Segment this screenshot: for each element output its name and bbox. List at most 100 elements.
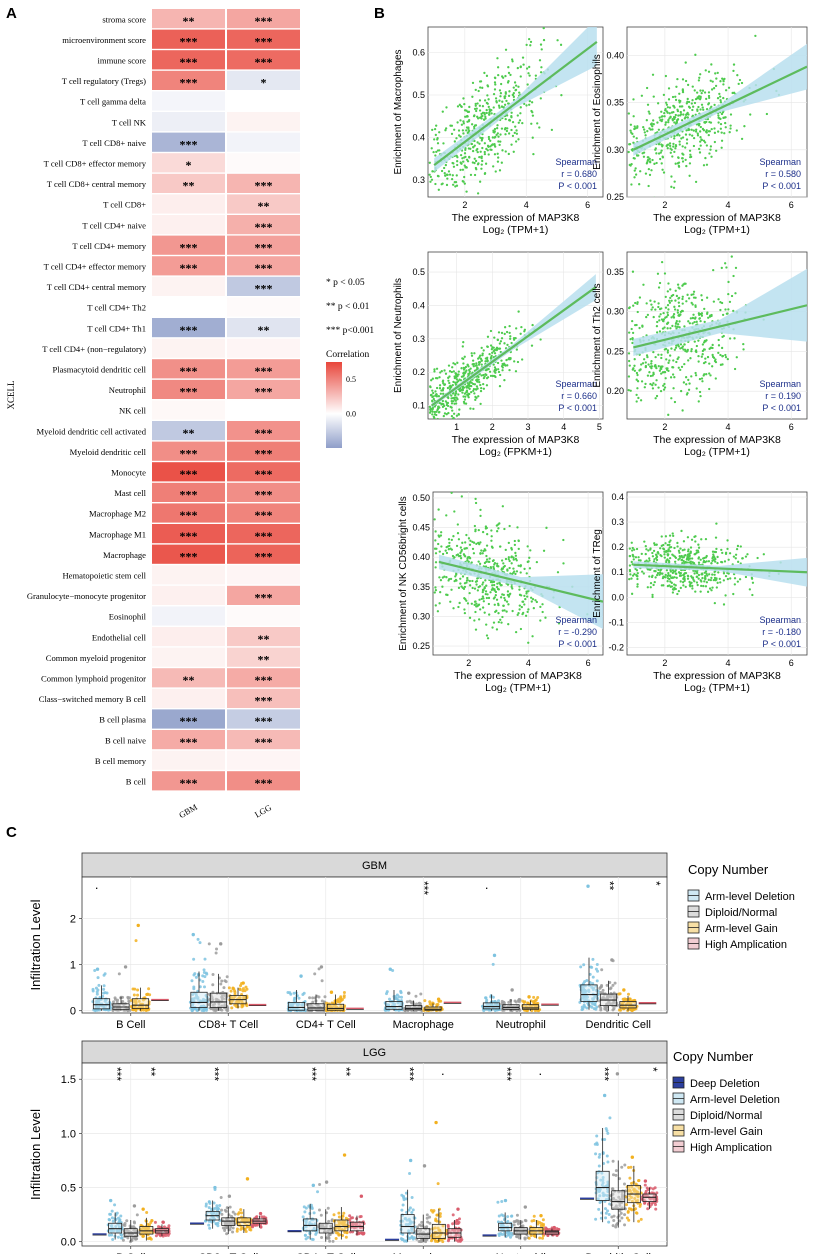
scatter-point bbox=[715, 77, 718, 80]
scatter-point bbox=[516, 613, 519, 617]
scatter-point bbox=[529, 596, 533, 599]
scatter-point bbox=[697, 577, 700, 580]
scatter-point bbox=[690, 538, 694, 541]
scatter-point bbox=[692, 290, 696, 293]
scatter-point bbox=[705, 296, 709, 299]
scatter-point bbox=[521, 56, 525, 59]
scatter-point bbox=[539, 619, 542, 622]
scatter-point bbox=[676, 323, 680, 326]
scatter-point bbox=[498, 347, 502, 350]
scatter-point bbox=[494, 76, 497, 80]
scatter-point bbox=[483, 561, 487, 565]
scatter-point bbox=[722, 603, 726, 606]
data-point bbox=[191, 1007, 195, 1011]
scatter-point bbox=[504, 117, 507, 121]
scatter-point bbox=[650, 303, 653, 306]
scatter-point bbox=[718, 92, 721, 95]
data-point bbox=[317, 967, 321, 971]
heatmap-significance-mark: *** bbox=[255, 34, 273, 48]
scatter-point bbox=[514, 551, 517, 555]
scatter-point bbox=[665, 110, 668, 113]
scatter-point bbox=[481, 114, 484, 118]
scatter-point bbox=[725, 312, 728, 315]
data-point bbox=[423, 999, 427, 1003]
scatter-point bbox=[431, 407, 434, 411]
scatter-point bbox=[648, 559, 651, 562]
scatter-point bbox=[708, 387, 711, 391]
scatter-point bbox=[474, 497, 477, 501]
data-point bbox=[116, 1235, 120, 1239]
scatter-point bbox=[698, 317, 701, 320]
scatter-point bbox=[514, 572, 517, 576]
scatter-point bbox=[441, 110, 444, 113]
data-point bbox=[583, 1005, 587, 1009]
scatter-point bbox=[676, 162, 680, 165]
scatter-point bbox=[468, 543, 472, 546]
outlier-point bbox=[436, 997, 441, 1001]
data-point bbox=[408, 999, 412, 1003]
scatter-point bbox=[504, 74, 507, 78]
scatter-point bbox=[517, 85, 520, 88]
scatter-point bbox=[484, 592, 487, 596]
scatter-point bbox=[518, 604, 521, 607]
data-point bbox=[229, 989, 233, 993]
scatter-point bbox=[691, 316, 695, 320]
scatter-point bbox=[727, 86, 731, 89]
data-point bbox=[599, 985, 603, 989]
scatter-point bbox=[445, 551, 449, 555]
scatter-point bbox=[684, 376, 688, 379]
scatter-point bbox=[713, 359, 717, 363]
scatter-point bbox=[677, 156, 680, 159]
scatter-point bbox=[457, 393, 460, 396]
scatter-point bbox=[682, 584, 685, 587]
data-point bbox=[591, 975, 595, 979]
scatter-point bbox=[663, 382, 666, 386]
scatter-point bbox=[629, 389, 632, 392]
scatter-point bbox=[526, 83, 529, 86]
scatter-point bbox=[491, 136, 494, 139]
scatter-point bbox=[651, 595, 654, 599]
scatter-point bbox=[476, 366, 479, 370]
data-point bbox=[487, 1008, 491, 1012]
scatter-point bbox=[461, 541, 464, 544]
scatter-point bbox=[673, 376, 676, 379]
scatter-point bbox=[441, 399, 445, 403]
scatter-point bbox=[751, 593, 754, 597]
box-iqr bbox=[287, 1001, 306, 1011]
data-point bbox=[595, 979, 599, 983]
scatter-point bbox=[644, 552, 647, 556]
scatter-point bbox=[646, 313, 650, 317]
scatter-point bbox=[674, 98, 678, 102]
significance-annotation: . bbox=[95, 877, 99, 892]
x-tick-label: 6 bbox=[789, 658, 794, 668]
scatter-point bbox=[671, 155, 674, 158]
scatter-point bbox=[557, 622, 561, 625]
data-point bbox=[213, 1002, 217, 1006]
heatmap-row-label: Eosinophil bbox=[109, 612, 147, 622]
outlier-point bbox=[299, 974, 303, 978]
scatter-point bbox=[438, 421, 440, 423]
scatter-point bbox=[692, 105, 695, 108]
scatter-point bbox=[649, 547, 652, 550]
heatmap-significance-mark: *** bbox=[180, 323, 198, 337]
scatter-point bbox=[631, 341, 634, 345]
scatter-point bbox=[501, 369, 504, 372]
scatter-point bbox=[649, 568, 652, 571]
scatter-point bbox=[505, 99, 508, 103]
scatter-point bbox=[679, 114, 682, 117]
scatter-point bbox=[699, 140, 702, 143]
scatter-point bbox=[665, 569, 669, 572]
scatter-point bbox=[646, 103, 650, 106]
scatter-point bbox=[501, 362, 504, 366]
scatter-point bbox=[500, 337, 504, 340]
x-tick-label: Macrophage bbox=[393, 1019, 454, 1031]
data-point bbox=[117, 1225, 121, 1229]
y-tick-label: 0.3 bbox=[412, 175, 425, 185]
data-point bbox=[190, 1004, 194, 1008]
scatter-point bbox=[631, 320, 634, 323]
scatter-point bbox=[462, 97, 465, 100]
heatmap-significance-mark: *** bbox=[255, 776, 273, 790]
x-tick-label: CD8+ T Cell bbox=[198, 1252, 258, 1254]
scatter-point bbox=[503, 332, 506, 336]
